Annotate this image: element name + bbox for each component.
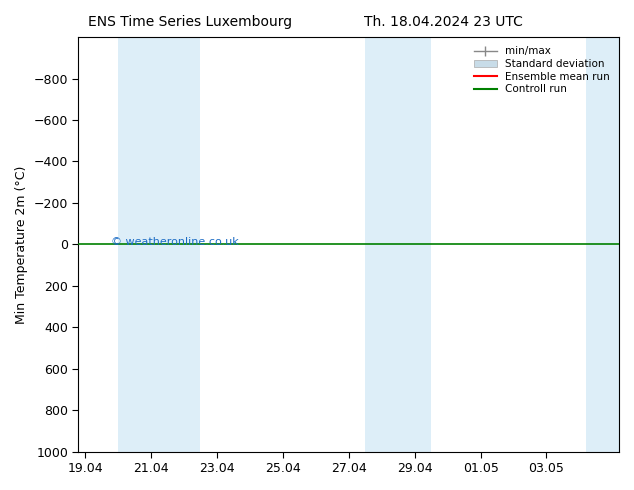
Text: Th. 18.04.2024 23 UTC: Th. 18.04.2024 23 UTC: [365, 15, 523, 29]
Legend: min/max, Standard deviation, Ensemble mean run, Controll run: min/max, Standard deviation, Ensemble me…: [469, 42, 614, 98]
Y-axis label: Min Temperature 2m (°C): Min Temperature 2m (°C): [15, 165, 28, 323]
Text: ENS Time Series Luxembourg: ENS Time Series Luxembourg: [88, 15, 292, 29]
Bar: [365, 37, 431, 452]
Bar: [118, 37, 200, 452]
Bar: [586, 37, 619, 452]
Text: © weatheronline.co.uk: © weatheronline.co.uk: [111, 237, 238, 247]
